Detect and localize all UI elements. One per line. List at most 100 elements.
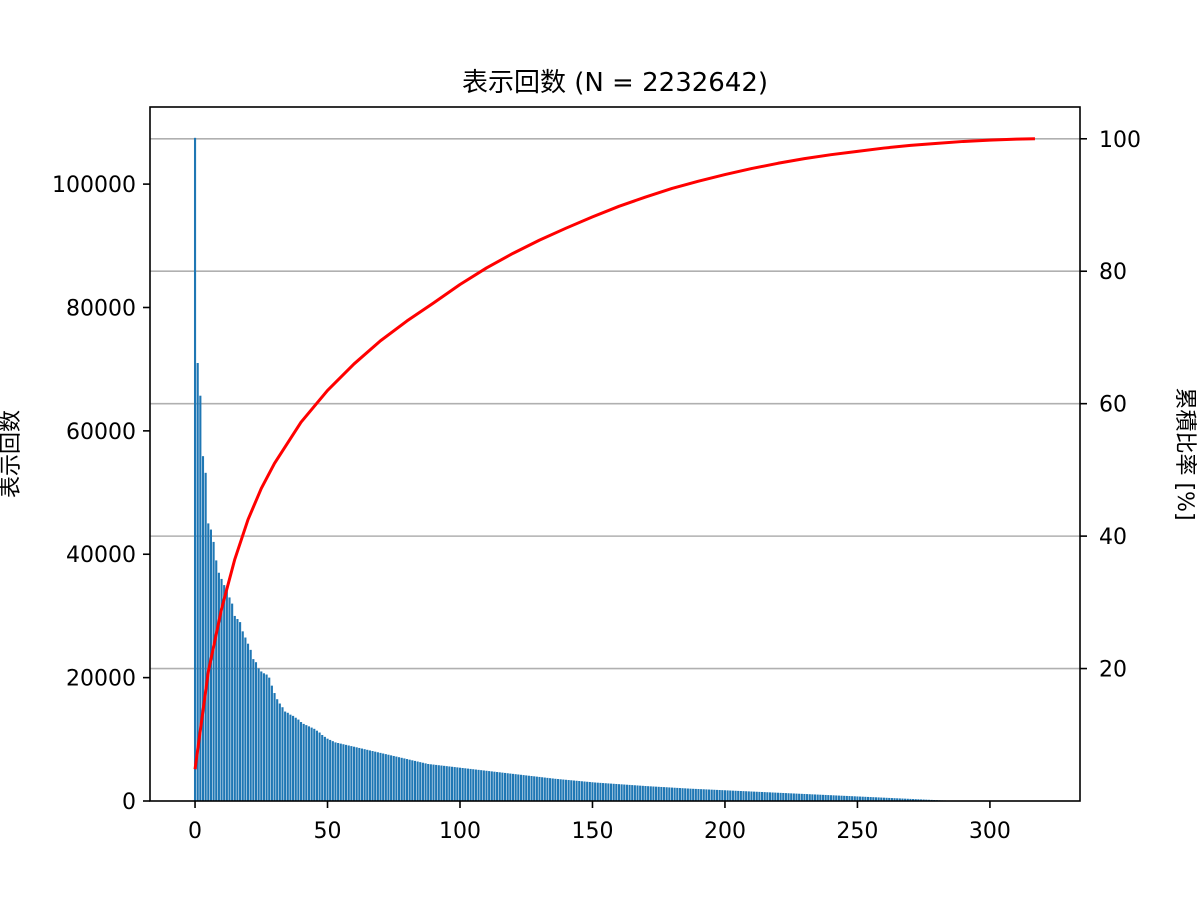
bar-146 (580, 781, 583, 801)
bar-262 (888, 797, 891, 801)
bar-251 (859, 796, 862, 801)
bar-259 (880, 797, 883, 801)
bar-216 (766, 792, 769, 801)
bar-231 (806, 794, 809, 801)
bar-53 (334, 742, 337, 801)
cumulative-series (193, 137, 1035, 770)
bar-57 (345, 744, 348, 801)
bar-14 (231, 603, 234, 801)
bar-127 (530, 776, 533, 801)
bar-155 (604, 783, 607, 801)
bar-46 (315, 730, 318, 801)
bar-268 (904, 798, 907, 801)
bar-21 (249, 649, 252, 801)
bar-227 (795, 793, 798, 801)
bar-261 (885, 797, 888, 801)
bar-8 (215, 560, 218, 801)
bar-204 (734, 790, 737, 801)
bar-270 (909, 798, 912, 801)
y-tick-label-20000: 20000 (66, 667, 136, 692)
bar-207 (742, 791, 745, 801)
bar-219 (774, 792, 777, 801)
bar-33 (281, 707, 284, 801)
bar-106 (474, 769, 477, 801)
bar-140 (564, 779, 568, 801)
bar-63 (360, 748, 364, 801)
bar-206 (739, 791, 742, 801)
bar-167 (636, 785, 639, 801)
y2-tick-label-40: 40 (1099, 525, 1127, 550)
bar-129 (535, 776, 538, 801)
bar-174 (655, 786, 658, 801)
bar-169 (641, 785, 644, 801)
bar-267 (901, 798, 904, 801)
bar-84 (416, 761, 419, 801)
bar-152 (596, 782, 599, 801)
bar-98 (453, 767, 456, 801)
bar-161 (620, 784, 623, 801)
cumulative-line (193, 137, 1035, 770)
bar-238 (824, 794, 827, 801)
y2-tick-label-60: 60 (1099, 393, 1127, 418)
bar-39 (297, 719, 300, 801)
bar-99 (456, 767, 459, 801)
bar-30 (273, 693, 276, 801)
bar-40 (299, 722, 303, 801)
x-tick-label-200: 200 (704, 819, 746, 844)
bar-208 (745, 791, 748, 801)
bar-253 (864, 796, 867, 801)
bar-34 (284, 711, 287, 801)
bar-87 (424, 763, 427, 801)
bar-13 (228, 597, 231, 801)
bar-173 (652, 786, 655, 801)
bar-181 (673, 787, 676, 801)
bar-80 (405, 759, 409, 801)
bar-29 (270, 685, 273, 801)
bar-121 (514, 774, 517, 801)
bar-235 (816, 794, 819, 801)
y-tick-label-60000: 60000 (66, 420, 136, 445)
bar-194 (708, 789, 711, 801)
x-tick-label-300: 300 (969, 819, 1011, 844)
bar-241 (832, 795, 835, 801)
bar-41 (302, 723, 305, 801)
bar-205 (737, 790, 740, 801)
y2-tick-label-100: 100 (1099, 128, 1141, 153)
bar-240 (829, 795, 832, 801)
bar-154 (602, 783, 605, 801)
bar-61 (355, 747, 358, 801)
bar-52 (331, 741, 334, 801)
bar-220 (776, 792, 780, 801)
bar-81 (408, 759, 411, 801)
bar-226 (792, 793, 795, 801)
bar-132 (543, 777, 546, 801)
bar-203 (731, 790, 734, 801)
bar-143 (572, 780, 575, 801)
bar-54 (337, 743, 340, 801)
bar-47 (318, 732, 321, 801)
bar-264 (893, 798, 896, 801)
bar-3 (201, 456, 205, 801)
bar-117 (503, 772, 507, 801)
bar-214 (760, 791, 764, 801)
bar-48 (321, 734, 324, 801)
bar-44 (310, 727, 313, 801)
bar-248 (851, 796, 854, 801)
bar-0 (193, 137, 197, 802)
bar-247 (848, 796, 851, 801)
bar-130 (538, 776, 541, 801)
bar-86 (421, 762, 424, 801)
bar-229 (800, 793, 803, 801)
bar-213 (758, 791, 761, 801)
bar-71 (382, 753, 385, 801)
bar-119 (509, 773, 512, 801)
bar-89 (429, 764, 432, 801)
bar-255 (869, 797, 872, 801)
bar-38 (294, 717, 297, 801)
bar-36 (289, 714, 292, 801)
bar-4 (204, 472, 207, 801)
bar-236 (819, 794, 822, 801)
bar-22 (252, 659, 255, 801)
bar-91 (435, 764, 438, 801)
bar-164 (628, 784, 631, 801)
